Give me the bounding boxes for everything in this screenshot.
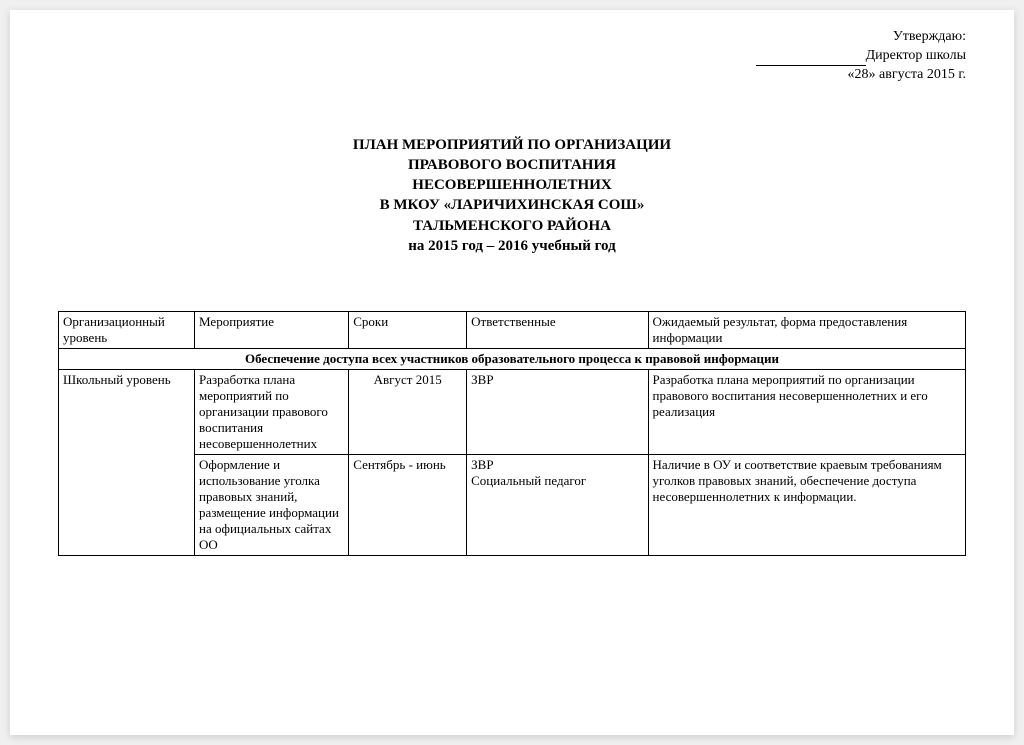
approval-role: Директор школы xyxy=(866,48,966,63)
cell-responsible: ЗВР Социальный педагог xyxy=(467,455,648,556)
col-header-dates: Сроки xyxy=(349,312,467,349)
cell-dates: Август 2015 xyxy=(349,370,467,455)
cell-event: Разработка плана мероприятий по организа… xyxy=(195,370,349,455)
document-title: ПЛАН МЕРОПРИЯТИЙ ПО ОРГАНИЗАЦИИ ПРАВОВОГ… xyxy=(58,135,966,257)
title-line-5: ТАЛЬМЕНСКОГО РАЙОНА xyxy=(58,216,966,236)
table-row: Школьный уровень Разработка плана меропр… xyxy=(59,370,966,455)
plan-table: Организационный уровень Мероприятие Срок… xyxy=(58,311,966,556)
cell-dates: Сентябрь - июнь xyxy=(349,455,467,556)
approval-date: «28» августа 2015 г. xyxy=(58,66,966,85)
title-line-6: на 2015 год – 2016 учебный год xyxy=(58,236,966,256)
title-line-2: ПРАВОВОГО ВОСПИТАНИЯ xyxy=(58,155,966,175)
cell-result: Разработка плана мероприятий по организа… xyxy=(648,370,965,455)
title-line-1: ПЛАН МЕРОПРИЯТИЙ ПО ОРГАНИЗАЦИИ xyxy=(58,135,966,155)
cell-responsible: ЗВР xyxy=(467,370,648,455)
table-row: Оформление и использование уголка правов… xyxy=(59,455,966,556)
section-header-text: Обеспечение доступа всех участников обра… xyxy=(59,349,966,370)
cell-event: Оформление и использование уголка правов… xyxy=(195,455,349,556)
approval-block: Утверждаю: Директор школы «28» августа 2… xyxy=(58,28,966,85)
approval-line1: Утверждаю: xyxy=(58,28,966,47)
document-page: Утверждаю: Директор школы «28» августа 2… xyxy=(10,10,1014,735)
approval-signature-line: Директор школы xyxy=(58,47,966,66)
section-header-row: Обеспечение доступа всех участников обра… xyxy=(59,349,966,370)
col-header-result: Ожидаемый результат, форма предоставлени… xyxy=(648,312,965,349)
title-line-4: В МКОУ «ЛАРИЧИХИНСКАЯ СОШ» xyxy=(58,195,966,215)
cell-result: Наличие в ОУ и соответствие краевым треб… xyxy=(648,455,965,556)
col-header-responsible: Ответственные xyxy=(467,312,648,349)
col-header-level: Организационный уровень xyxy=(59,312,195,349)
cell-level: Школьный уровень xyxy=(59,370,195,556)
table-header-row: Организационный уровень Мероприятие Срок… xyxy=(59,312,966,349)
col-header-event: Мероприятие xyxy=(195,312,349,349)
title-line-3: НЕСОВЕРШЕННОЛЕТНИХ xyxy=(58,175,966,195)
